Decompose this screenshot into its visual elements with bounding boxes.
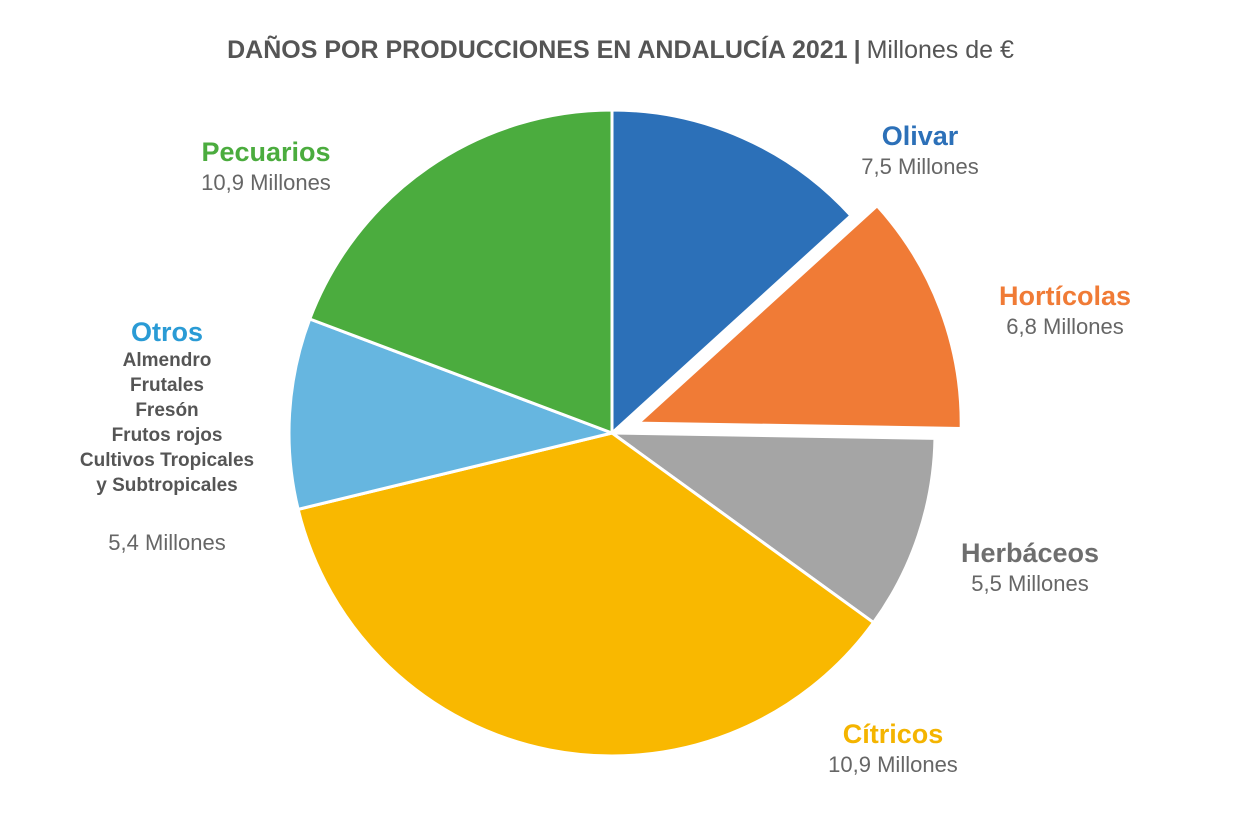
label-olivar: Olivar 7,5 Millones — [820, 120, 1020, 182]
otros-item: Almendro — [122, 350, 212, 371]
slice-name-otros: Otros — [130, 317, 203, 347]
chart-title: DAÑOS POR PRODUCCIONES EN ANDALUCÍA 2021… — [0, 36, 1241, 65]
slice-value-horticolas: 6,8 Millones — [1006, 314, 1124, 339]
label-pecuarios: Pecuarios 10,9 Millones — [166, 136, 366, 198]
slice-value-otros: 5,4 Millones — [108, 530, 226, 555]
slice-name-herbaceos: Herbáceos — [960, 538, 1100, 568]
otros-item: Cultivos Tropicales — [79, 450, 255, 471]
chart-title-unit: Millones de € — [866, 36, 1014, 64]
otros-item: Fresón — [135, 400, 199, 421]
pie-slice-olivar — [610, 108, 853, 435]
label-horticolas: Hortícolas 6,8 Millones — [960, 280, 1170, 342]
slice-value-olivar: 7,5 Millones — [861, 154, 979, 179]
label-citricos: Cítricos 10,9 Millones — [793, 718, 993, 780]
pie-slice-horticolas — [636, 204, 963, 430]
pie-slice-otros — [287, 317, 614, 511]
slice-value-herbaceos: 5,5 Millones — [971, 571, 1089, 596]
label-otros: Otros Almendro Frutales Fresón Frutos ro… — [62, 316, 272, 558]
slice-name-citricos: Cítricos — [842, 719, 944, 749]
otros-item: Frutales — [130, 375, 204, 396]
slice-name-pecuarios: Pecuarios — [201, 137, 331, 167]
pie-slice-citricos — [296, 431, 876, 758]
otros-item: y Subtropicales — [96, 475, 238, 496]
pie-slice-herbaceos — [610, 431, 937, 625]
label-herbaceos: Herbáceos 5,5 Millones — [930, 537, 1130, 599]
pie-slice-pecuarios — [308, 108, 614, 435]
chart-title-separator: | — [853, 36, 861, 64]
otros-item: Frutos rojos — [111, 425, 223, 446]
slice-value-citricos: 10,9 Millones — [828, 752, 958, 777]
chart-title-main: DAÑOS POR PRODUCCIONES EN ANDALUCÍA 2021 — [227, 36, 848, 64]
slice-name-horticolas: Hortícolas — [998, 281, 1132, 311]
slice-value-pecuarios: 10,9 Millones — [201, 170, 331, 195]
slice-name-olivar: Olivar — [881, 121, 959, 151]
